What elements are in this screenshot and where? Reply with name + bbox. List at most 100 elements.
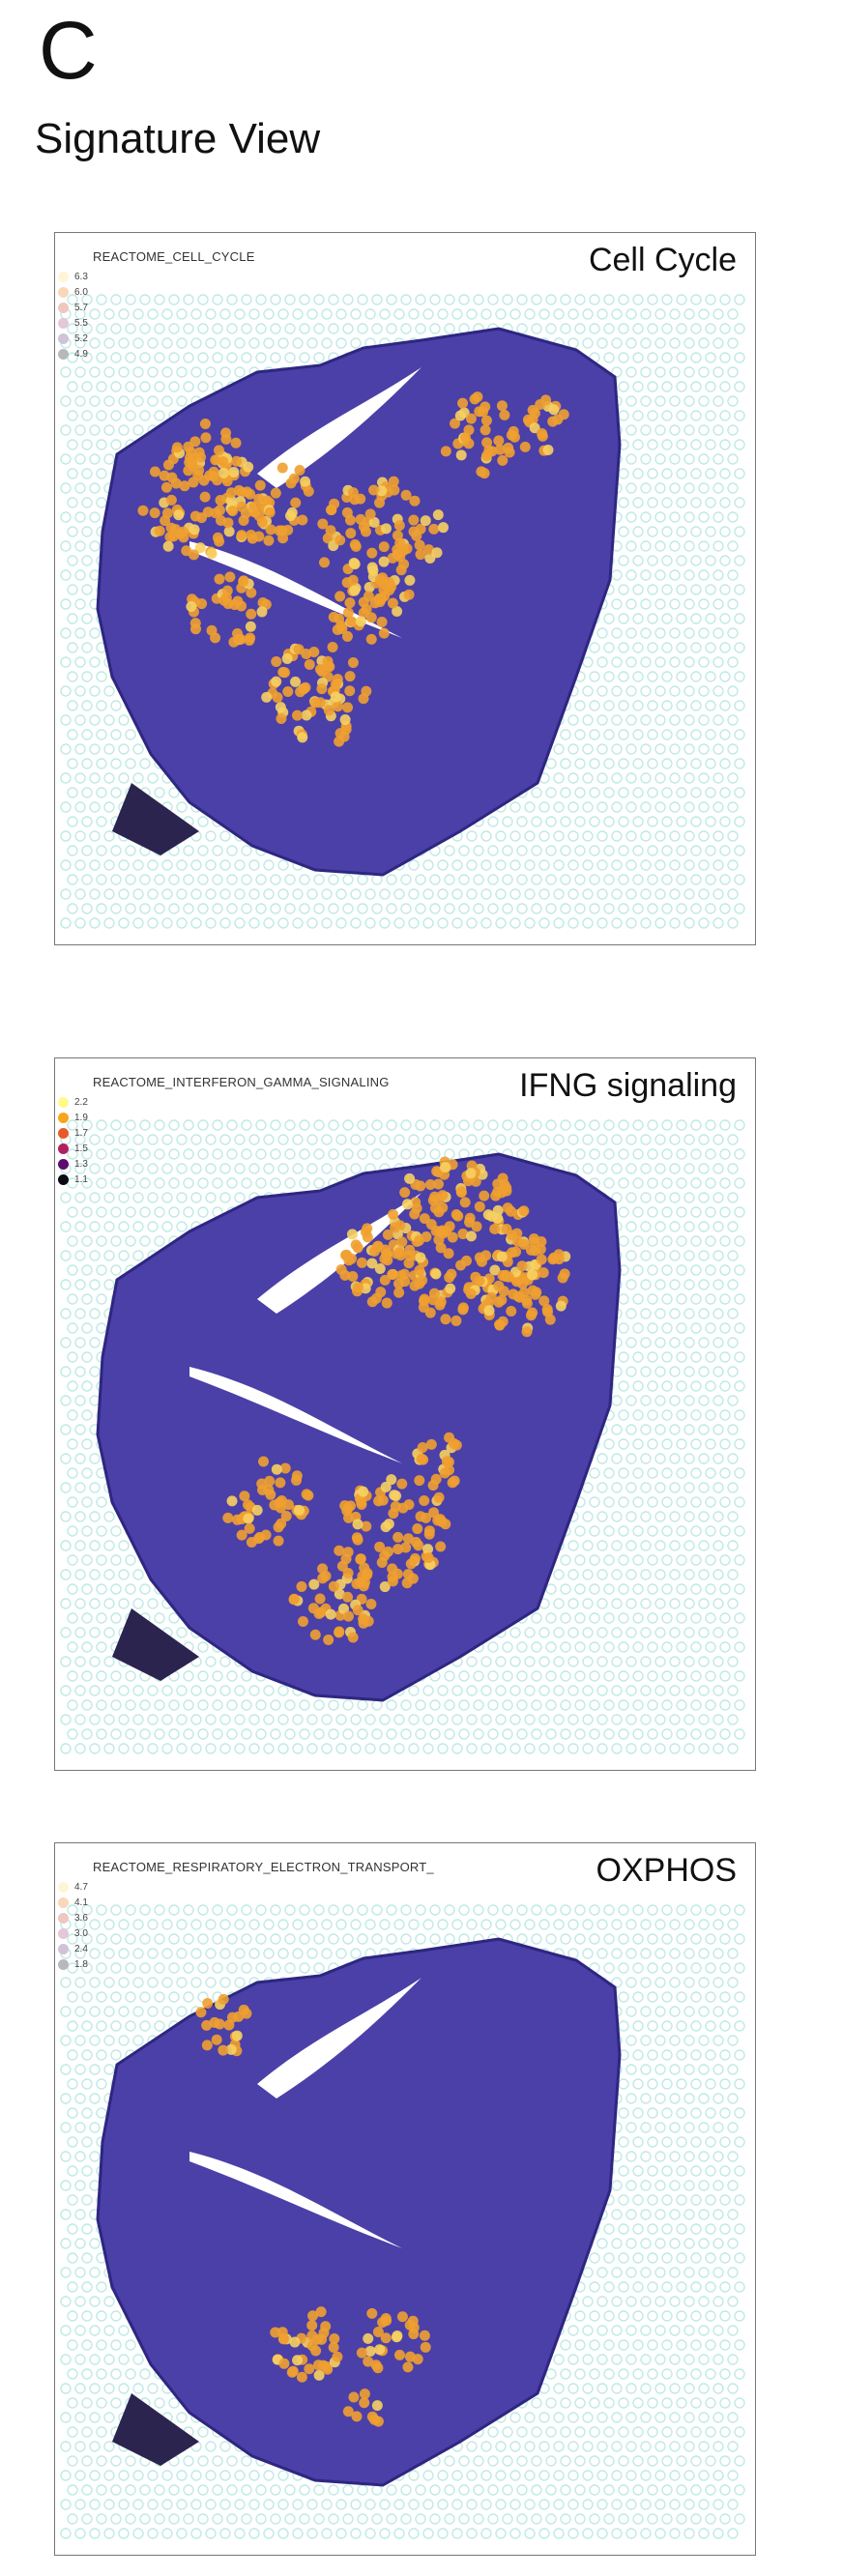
background-spot	[190, 337, 202, 349]
background-spot	[560, 1554, 571, 1566]
hot-spot	[479, 468, 490, 479]
background-spot	[125, 1670, 136, 1682]
background-spot	[727, 685, 739, 697]
background-spot	[277, 888, 289, 900]
background-spot	[270, 323, 281, 334]
hot-spot	[374, 596, 386, 608]
background-spot	[422, 917, 434, 929]
background-spot	[676, 1554, 687, 1566]
background-spot	[248, 1685, 260, 1696]
background-spot	[669, 1685, 681, 1696]
hot-spot	[334, 1545, 345, 1556]
background-spot	[625, 1308, 637, 1319]
background-spot	[219, 366, 231, 378]
background-spot	[640, 685, 652, 697]
background-spot	[400, 1119, 412, 1131]
background-spot	[183, 903, 194, 914]
hot-spot	[199, 491, 211, 503]
background-spot	[632, 671, 644, 682]
background-spot	[263, 1134, 275, 1145]
background-spot	[690, 1351, 702, 1363]
background-spot	[661, 1670, 673, 1682]
background-spot	[734, 352, 745, 363]
background-spot	[110, 700, 122, 711]
background-spot	[81, 758, 93, 769]
background-spot	[89, 1482, 101, 1493]
hot-spot	[220, 433, 232, 445]
background-spot	[567, 801, 579, 813]
background-spot	[560, 294, 571, 305]
background-spot	[248, 308, 260, 320]
background-spot	[705, 1612, 716, 1624]
background-spot	[154, 1206, 165, 1218]
background-spot	[183, 323, 194, 334]
background-spot	[654, 395, 666, 407]
hot-spot	[368, 484, 380, 496]
background-spot	[661, 845, 673, 856]
hot-spot	[540, 394, 552, 406]
background-spot	[81, 555, 93, 566]
background-spot	[234, 917, 246, 929]
background-spot	[734, 1177, 745, 1189]
background-spot	[110, 1699, 122, 1711]
background-spot	[67, 1438, 78, 1450]
hot-spot	[465, 1168, 477, 1179]
background-spot	[545, 874, 557, 885]
background-spot	[727, 453, 739, 465]
background-spot	[676, 555, 687, 566]
background-spot	[727, 1337, 739, 1348]
hot-spot	[454, 410, 466, 421]
legend-entry: 5.7	[58, 300, 88, 315]
hot-spot	[382, 1229, 393, 1240]
legend-value: 5.7	[74, 302, 88, 313]
legend-swatch	[58, 271, 69, 282]
background-spot	[118, 1540, 130, 1551]
background-spot	[429, 294, 441, 305]
hot-spot	[419, 1495, 430, 1507]
background-spot	[103, 1511, 115, 1522]
background-spot	[712, 1250, 724, 1261]
background-spot	[139, 1177, 151, 1189]
background-spot	[255, 352, 267, 363]
background-spot	[734, 1583, 745, 1595]
background-spot	[734, 1148, 745, 1160]
background-spot	[647, 497, 658, 508]
background-spot	[698, 424, 710, 436]
background-spot	[690, 1148, 702, 1160]
background-spot	[690, 555, 702, 566]
background-spot	[734, 1206, 745, 1218]
background-spot	[661, 410, 673, 421]
background-spot	[81, 700, 93, 711]
background-spot	[89, 656, 101, 668]
background-spot	[451, 1685, 463, 1696]
hot-spot	[334, 736, 345, 747]
background-spot	[567, 743, 579, 755]
background-spot	[74, 1511, 86, 1522]
background-spot	[647, 439, 658, 450]
hot-spot	[521, 1326, 533, 1338]
background-spot	[654, 830, 666, 842]
background-spot	[74, 395, 86, 407]
hot-spot	[422, 1544, 434, 1555]
background-spot	[683, 569, 695, 581]
background-spot	[89, 1656, 101, 1667]
background-spot	[415, 323, 426, 334]
background-spot	[603, 1119, 615, 1131]
background-spot	[371, 1119, 383, 1131]
background-spot	[625, 801, 637, 813]
background-spot	[183, 1119, 194, 1131]
background-spot	[89, 627, 101, 639]
background-spot	[118, 1569, 130, 1580]
legend-entry: 5.5	[58, 315, 88, 331]
background-spot	[154, 323, 165, 334]
background-spot	[676, 1467, 687, 1479]
background-spot	[444, 1148, 455, 1160]
background-spot	[306, 1163, 318, 1174]
background-spot	[74, 453, 86, 465]
background-spot	[632, 787, 644, 798]
background-spot	[139, 1206, 151, 1218]
background-spot	[524, 830, 536, 842]
background-spot	[647, 584, 658, 595]
background-spot	[205, 1714, 217, 1725]
background-spot	[618, 1148, 629, 1160]
